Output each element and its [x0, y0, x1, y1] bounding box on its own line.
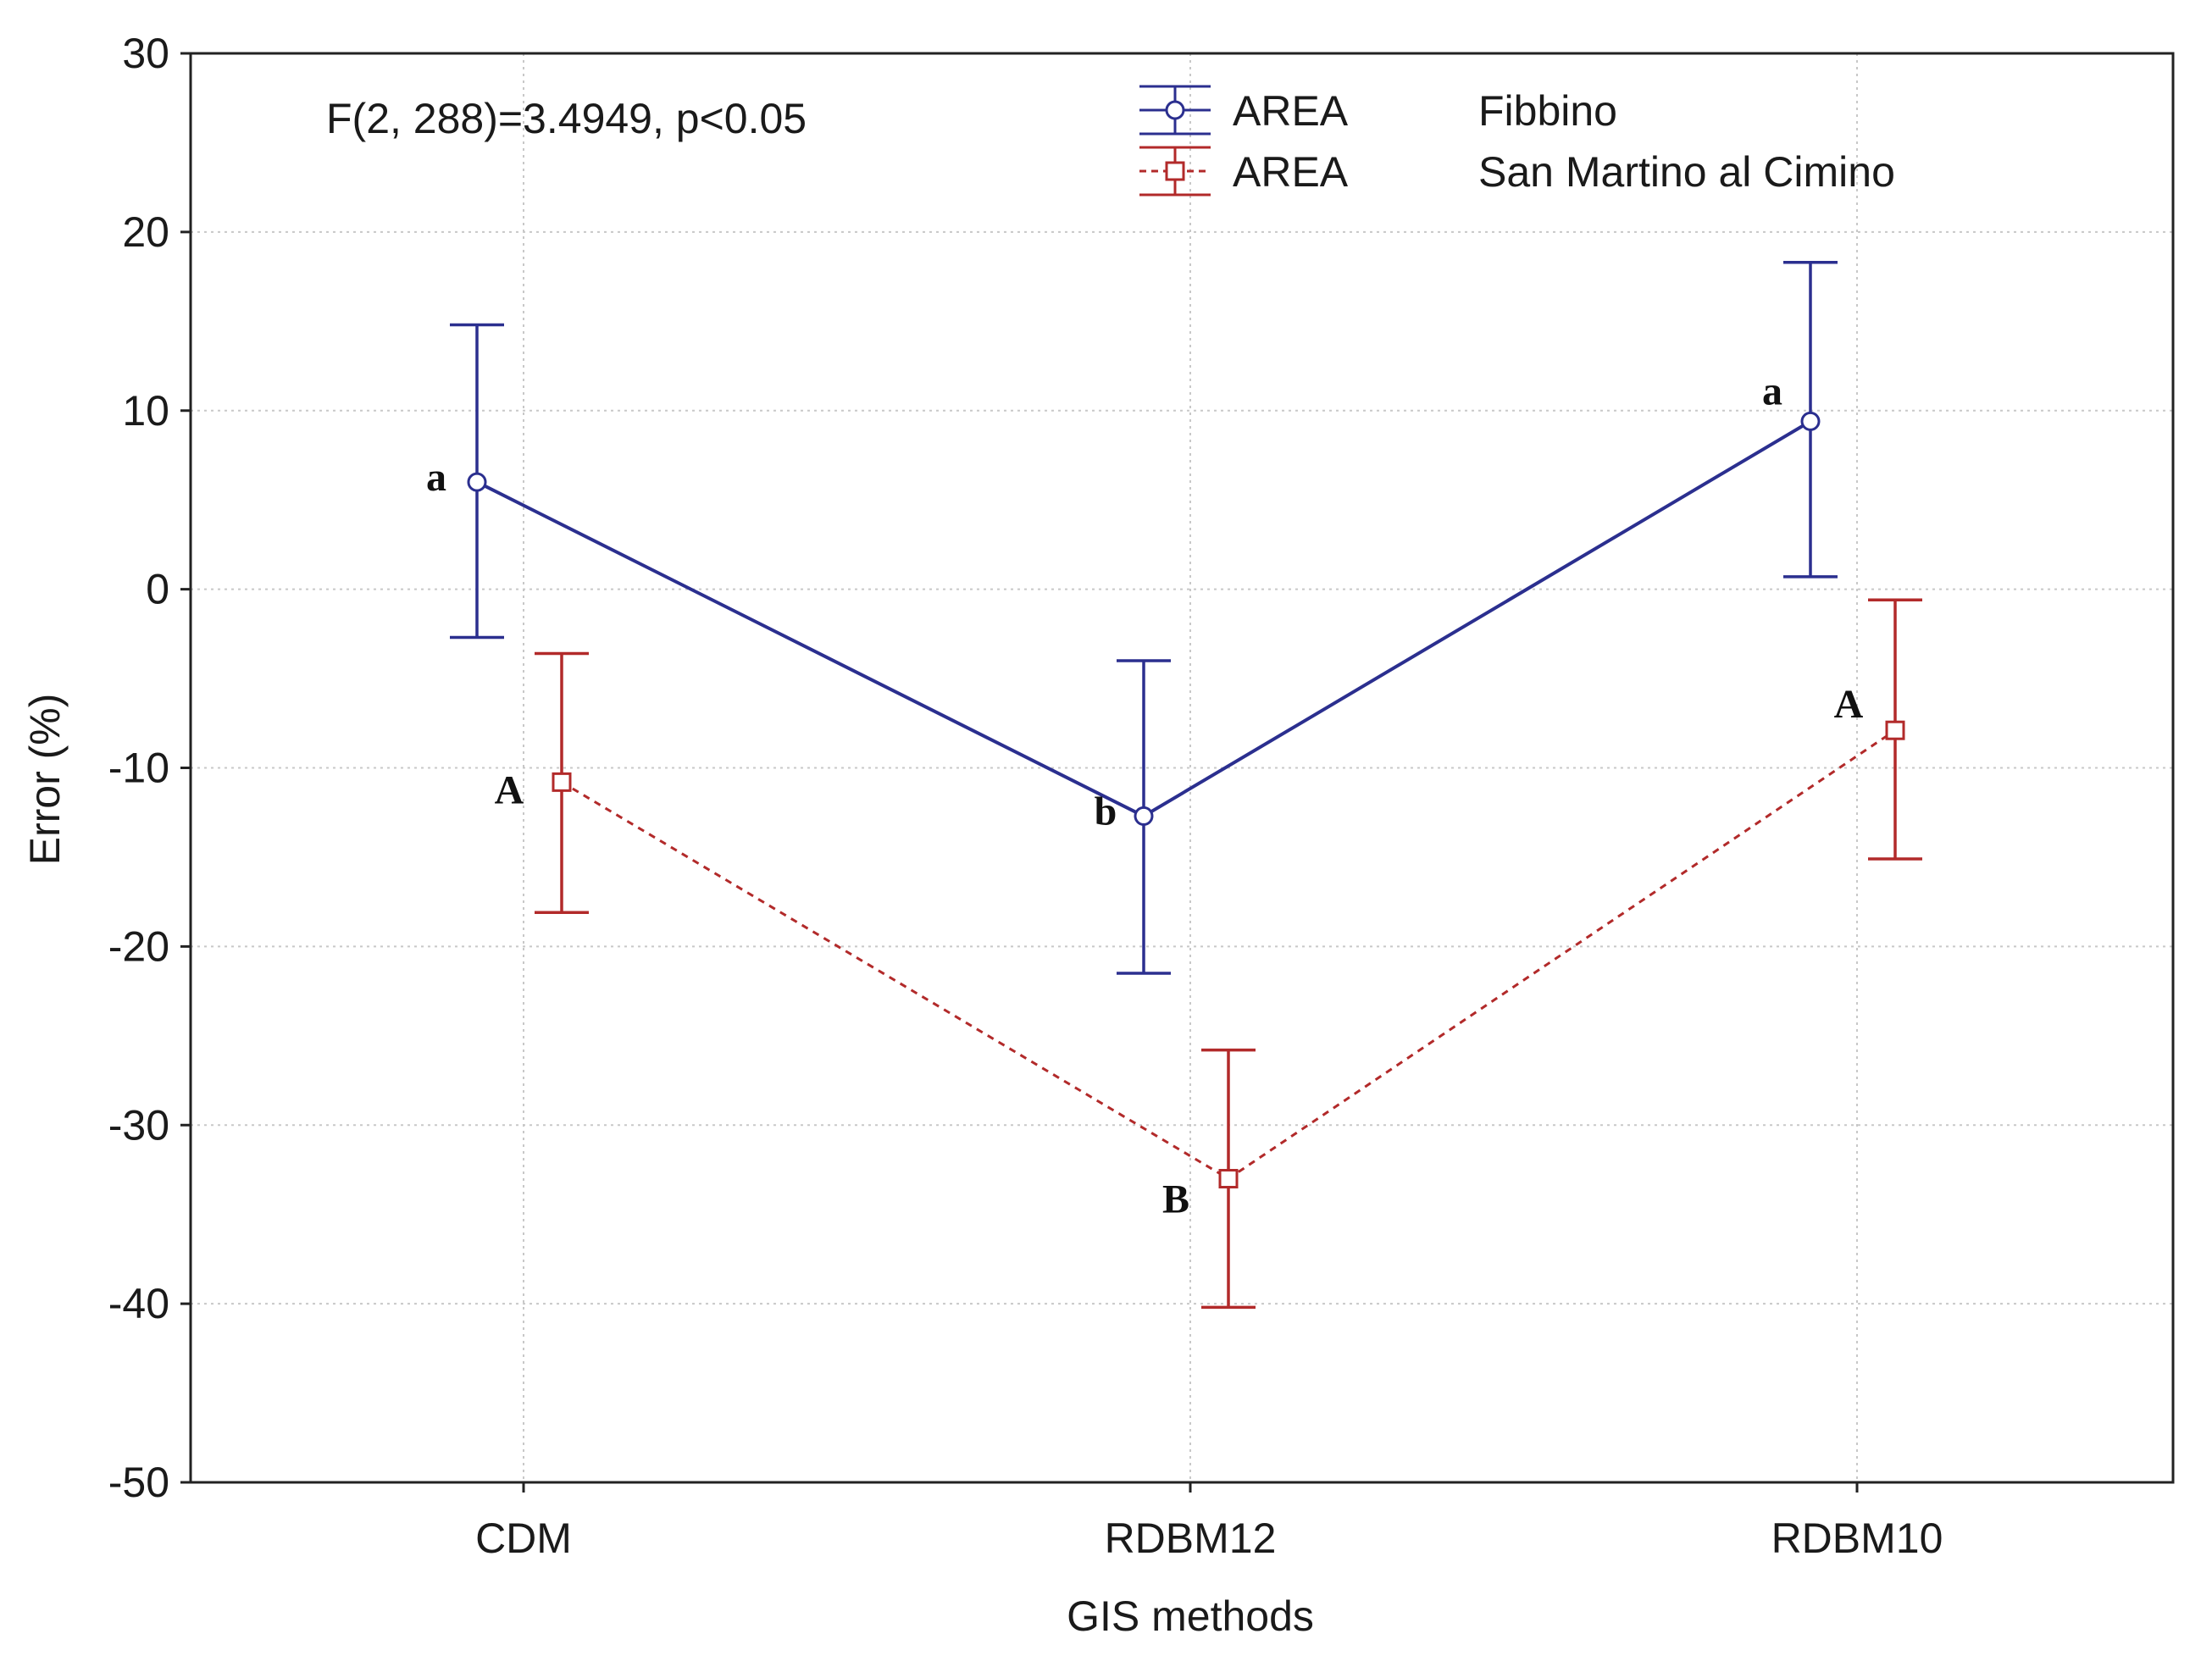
x-axis-ticks: CDM RDBM12 RDBM10: [475, 1482, 1943, 1562]
legend: AREA Fibbino AREA San Martino al Cimino: [1139, 85, 1895, 197]
grid-lines: [191, 53, 2173, 1482]
legend-entry: AREA Fibbino: [1139, 85, 1617, 136]
legend-entry: AREA San Martino al Cimino: [1139, 146, 1895, 197]
significance-label: a: [426, 455, 446, 500]
data-point: [467, 472, 487, 492]
x-tick-label: RDBM10: [1771, 1515, 1943, 1562]
legend-factor: AREA: [1233, 87, 1349, 135]
y-tick-label: -50: [108, 1459, 169, 1506]
significance-label: B: [1162, 1177, 1189, 1222]
y-tick-label: 20: [122, 208, 169, 256]
legend-label: Fibbino: [1478, 87, 1617, 135]
data-point: [1218, 1169, 1239, 1189]
significance-label: a: [1762, 368, 1782, 413]
data-point: [552, 772, 572, 792]
x-tick-label: CDM: [475, 1515, 572, 1562]
y-axis-title: Error (%): [21, 694, 69, 866]
y-tick-label: -10: [108, 745, 169, 792]
y-tick-label: -30: [108, 1101, 169, 1149]
y-tick-label: -40: [108, 1280, 169, 1327]
series-layer: a b a A B A: [426, 260, 1922, 1310]
legend-label: San Martino al Cimino: [1478, 148, 1895, 196]
series-san-martino-al-cimino: [535, 598, 1922, 1310]
y-tick-label: 0: [146, 566, 169, 613]
series-fibbino: [450, 260, 1838, 975]
significance-label: A: [495, 767, 524, 812]
y-tick-label: -20: [108, 922, 169, 970]
x-tick-label: RDBM12: [1105, 1515, 1277, 1562]
x-axis-title: GIS methods: [1067, 1592, 1314, 1640]
data-point: [1134, 806, 1154, 826]
data-point: [1885, 720, 1905, 740]
significance-label: A: [1834, 682, 1864, 727]
y-tick-label: 30: [122, 30, 169, 77]
y-tick-label: 10: [122, 387, 169, 435]
legend-factor: AREA: [1233, 148, 1349, 196]
legend-marker: [1165, 161, 1185, 181]
data-point: [1800, 411, 1821, 431]
statistics-annotation: F(2, 288)=3.4949, p<0.05: [326, 95, 807, 142]
y-axis-ticks: 30 20 10 0 -10 -20 -30 -40 -50: [108, 30, 191, 1506]
legend-marker: [1165, 100, 1185, 120]
significance-label: b: [1095, 789, 1117, 834]
